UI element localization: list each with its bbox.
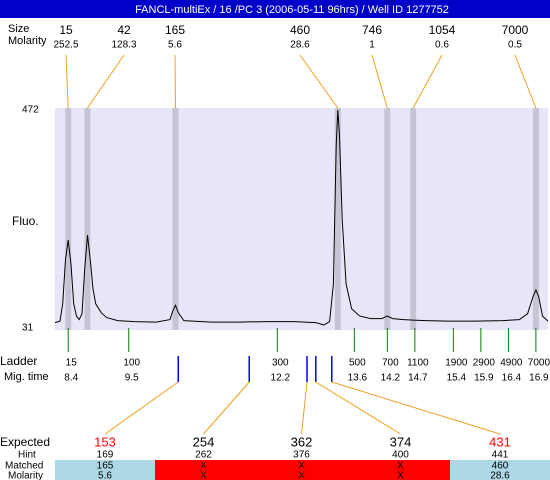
ladder-size: 700 xyxy=(382,358,399,369)
peak-size: 165 xyxy=(165,23,185,37)
matched-value: X xyxy=(200,461,207,472)
expected-label: Expected xyxy=(0,435,50,449)
peak-connector xyxy=(87,54,125,109)
peak-band xyxy=(532,108,539,330)
ladder-time: 14.2 xyxy=(381,373,401,384)
match-cell xyxy=(351,460,450,480)
size-label: Size xyxy=(8,23,29,35)
ladder-time: 16.4 xyxy=(502,373,522,384)
y-tick-label: 472 xyxy=(22,105,39,116)
expected-connector xyxy=(331,381,501,435)
ladder-size: 4900 xyxy=(500,358,523,369)
peak-band xyxy=(172,108,179,330)
matched-value: 460 xyxy=(492,461,509,472)
peak-connector xyxy=(65,54,69,109)
ladder-size: 15 xyxy=(66,358,78,369)
peak-band xyxy=(84,108,91,330)
peak-molarity: 5.6 xyxy=(168,40,182,51)
ladder-size: 2900 xyxy=(473,358,496,369)
peak-connector xyxy=(299,54,339,109)
matched-value: 165 xyxy=(97,461,114,472)
ladder-size: 500 xyxy=(349,358,366,369)
expected-value: 362 xyxy=(291,434,313,449)
ladder-time: 15.4 xyxy=(447,373,467,384)
peak-size: 1054 xyxy=(429,23,456,37)
peak-connector xyxy=(371,54,388,109)
ladder-time: 13.6 xyxy=(348,373,368,384)
ladder-size: 1900 xyxy=(445,358,468,369)
match-cell xyxy=(450,460,550,480)
expected-value: 153 xyxy=(94,434,116,449)
ladder-size: 100 xyxy=(123,358,140,369)
matched-value: X xyxy=(397,461,404,472)
molarity-value: 5.6 xyxy=(98,471,112,480)
molarity-value: X xyxy=(200,471,207,480)
matched-value: X xyxy=(298,461,305,472)
molarity-row-label: Molarity xyxy=(8,471,43,480)
hint-value: 441 xyxy=(492,450,509,461)
peak-size: 42 xyxy=(117,23,131,37)
peak-size: 15 xyxy=(59,23,73,37)
y-axis-label: Fluo. xyxy=(12,214,39,228)
trace-line xyxy=(54,109,549,326)
peak-band xyxy=(65,108,72,330)
expected-connector xyxy=(315,381,401,435)
peak-connector xyxy=(514,54,537,109)
header-title: FANCL-multiEx / 16 /PC 3 (2006-05-11 96h… xyxy=(135,4,449,16)
ladder-size: 1100 xyxy=(407,358,429,369)
ladder-time: 15.9 xyxy=(474,373,494,384)
hint-value: 376 xyxy=(293,450,310,461)
mig-time-label: Mig. time xyxy=(4,371,49,383)
ladder-time: 9.5 xyxy=(125,373,139,384)
match-cell xyxy=(252,460,351,480)
peak-molarity: 128.3 xyxy=(111,40,136,51)
y-tick-label: 31 xyxy=(22,323,34,334)
match-cell xyxy=(55,460,155,480)
peak-connector xyxy=(412,54,443,109)
peak-band xyxy=(410,108,417,330)
peak-molarity: 0.6 xyxy=(435,40,449,51)
hint-label: Hint xyxy=(18,450,36,461)
molarity-value: X xyxy=(298,471,305,480)
ladder-time: 8.4 xyxy=(64,373,78,384)
expected-connector xyxy=(104,381,179,435)
peak-band xyxy=(384,108,391,330)
peak-molarity: 1 xyxy=(369,40,375,51)
molarity-value: 28.6 xyxy=(490,471,510,480)
plot-area xyxy=(55,108,548,330)
ladder-label: Ladder xyxy=(0,354,37,368)
matched-label: Matched xyxy=(5,461,43,472)
ladder-time: 12.2 xyxy=(271,373,291,384)
peak-molarity: 28.6 xyxy=(290,40,310,51)
hint-value: 262 xyxy=(195,450,212,461)
molarity-label: Molarity xyxy=(8,35,47,47)
peak-band xyxy=(334,108,341,330)
ladder-size: 7000 xyxy=(528,358,550,369)
expected-connector xyxy=(203,381,250,435)
header-bar xyxy=(0,0,550,18)
hint-value: 169 xyxy=(97,450,114,461)
match-cell xyxy=(155,460,252,480)
expected-value: 254 xyxy=(193,434,215,449)
peak-size: 746 xyxy=(362,23,382,37)
peak-size: 7000 xyxy=(502,23,529,37)
peak-molarity: 252.5 xyxy=(53,40,78,51)
peak-molarity: 0.5 xyxy=(508,40,522,51)
molarity-value: X xyxy=(397,471,404,480)
ladder-time: 16.9 xyxy=(529,373,549,384)
ladder-size: 300 xyxy=(272,358,289,369)
expected-value: 374 xyxy=(390,434,412,449)
peak-size: 460 xyxy=(290,23,310,37)
ladder-time: 14.7 xyxy=(408,373,428,384)
hint-value: 400 xyxy=(392,450,409,461)
expected-value: 431 xyxy=(489,434,511,449)
expected-connector xyxy=(301,381,308,435)
